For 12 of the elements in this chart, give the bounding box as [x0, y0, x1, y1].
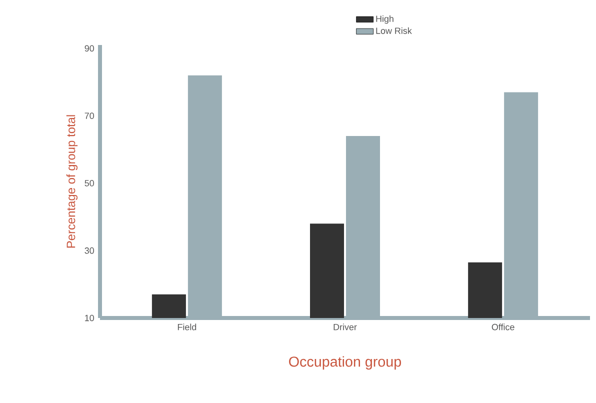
x-axis-title: Occupation group: [289, 356, 401, 370]
legend-label: High: [376, 15, 394, 24]
legend-label: Low Risk: [376, 27, 412, 34]
y-tick-label: 10: [85, 314, 94, 322]
x-tick-label: Field: [178, 324, 196, 330]
y-tick-label: 50: [84, 180, 94, 186]
y-axis-title: Percentage of group total: [66, 115, 78, 248]
x-tick-label: Office: [492, 324, 514, 330]
y-tick-label: 90: [84, 45, 94, 52]
y-tick-label: 30: [84, 247, 94, 254]
y-tick-label: 70: [84, 112, 94, 119]
x-tick-label: Driver: [334, 324, 357, 330]
